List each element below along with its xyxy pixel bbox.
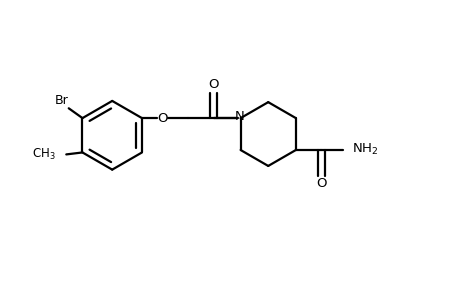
- Text: O: O: [315, 177, 326, 190]
- Text: N: N: [234, 110, 244, 123]
- Text: Br: Br: [54, 94, 68, 107]
- Text: NH$_2$: NH$_2$: [351, 142, 377, 157]
- Text: CH$_3$: CH$_3$: [32, 147, 56, 163]
- Text: O: O: [157, 112, 168, 124]
- Text: O: O: [208, 78, 218, 91]
